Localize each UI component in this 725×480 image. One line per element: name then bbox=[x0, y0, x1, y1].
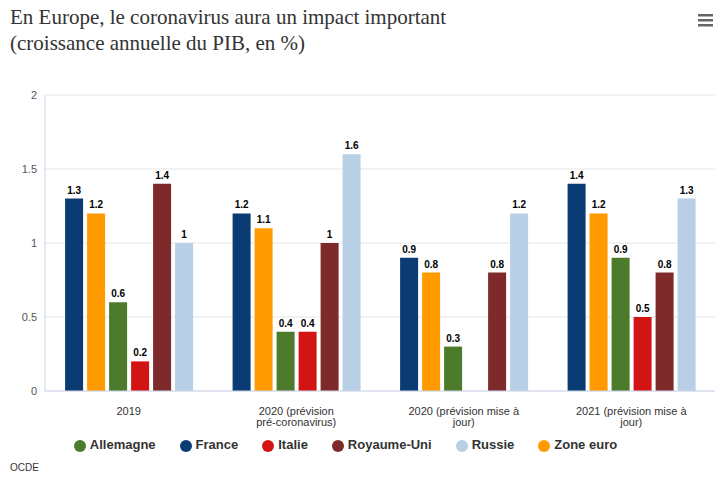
svg-text:1.2: 1.2 bbox=[592, 199, 606, 210]
html-text:France: France bbox=[195, 437, 239, 452]
svg-text:0.4: 0.4 bbox=[301, 318, 315, 329]
html-text:OCDE: OCDE bbox=[10, 462, 39, 473]
svg-text:0.5: 0.5 bbox=[22, 311, 37, 323]
html-text:Russie: Russie bbox=[471, 437, 515, 452]
svg-text:0.9: 0.9 bbox=[402, 244, 416, 255]
svg-text:1: 1 bbox=[327, 229, 333, 240]
html-text:Italie: Italie bbox=[278, 437, 308, 452]
svg-text:1.3: 1.3 bbox=[680, 185, 694, 196]
svg-text:1.2: 1.2 bbox=[235, 199, 249, 210]
svg-text:2019: 2019 bbox=[117, 405, 141, 417]
svg-text:2020 (prévision mise àjour): 2020 (prévision mise àjour) bbox=[408, 405, 520, 428]
svg-text:1.5: 1.5 bbox=[22, 163, 37, 175]
svg-text:1.1: 1.1 bbox=[257, 214, 271, 225]
svg-text:0.8: 0.8 bbox=[424, 259, 438, 270]
svg-text:0.4: 0.4 bbox=[279, 318, 293, 329]
html-text:Allemagne: Allemagne bbox=[89, 437, 156, 452]
svg-text:2021 (prévision mise àjour): 2021 (prévision mise àjour) bbox=[576, 405, 688, 428]
svg-text:1.3: 1.3 bbox=[67, 185, 81, 196]
svg-text:0.9: 0.9 bbox=[614, 244, 628, 255]
html-text:Royaume-Uni: Royaume-Uni bbox=[347, 437, 432, 452]
html-text:(croissance annuelle du PIB, e: (croissance annuelle du PIB, en %) bbox=[10, 31, 306, 55]
svg-text:0.8: 0.8 bbox=[658, 259, 672, 270]
svg-text:1: 1 bbox=[31, 237, 37, 249]
svg-text:0.5: 0.5 bbox=[636, 303, 650, 314]
svg-text:1.2: 1.2 bbox=[89, 199, 103, 210]
svg-text:0.2: 0.2 bbox=[133, 347, 147, 358]
svg-text:2: 2 bbox=[31, 89, 37, 101]
html-text:Zone euro: Zone euro bbox=[554, 437, 618, 452]
svg-text:1.2: 1.2 bbox=[512, 199, 526, 210]
svg-text:1.6: 1.6 bbox=[345, 140, 359, 151]
svg-text:1.4: 1.4 bbox=[570, 170, 584, 181]
svg-text:0: 0 bbox=[31, 385, 37, 397]
svg-text:0.3: 0.3 bbox=[446, 333, 460, 344]
svg-text:0.6: 0.6 bbox=[111, 288, 125, 299]
svg-text:1: 1 bbox=[181, 229, 187, 240]
svg-text:1.4: 1.4 bbox=[155, 170, 169, 181]
svg-text:2020 (prévisionpré-coronavirus: 2020 (prévisionpré-coronavirus) bbox=[256, 405, 336, 428]
svg-text:0.8: 0.8 bbox=[490, 259, 504, 270]
html-text:En Europe, le coronavirus aura: En Europe, le coronavirus aura un impact… bbox=[10, 5, 447, 29]
